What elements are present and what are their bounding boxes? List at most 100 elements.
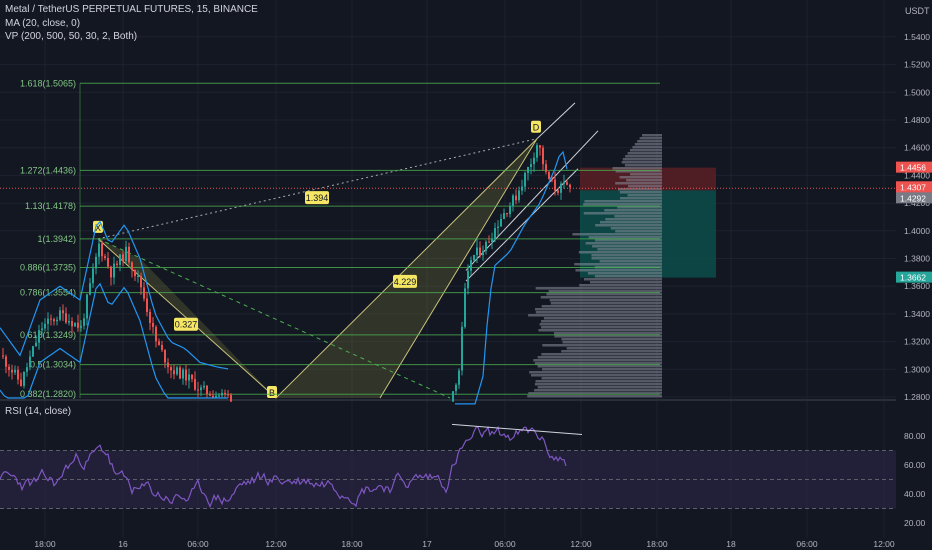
- candle-body: [473, 255, 475, 261]
- candle-body: [95, 256, 97, 269]
- candle-body: [29, 356, 31, 368]
- volume-profile-bar: [561, 338, 662, 341]
- volume-profile-bar: [605, 218, 662, 221]
- candle-body: [452, 391, 454, 402]
- candle-body: [500, 218, 502, 227]
- time-axis-tick: 18:00: [34, 539, 56, 549]
- rsi-indicator-label[interactable]: RSI (14, close): [5, 406, 72, 417]
- volume-profile-bar: [628, 185, 662, 188]
- fib-level-label: 0.382(1.2820): [20, 389, 76, 399]
- fib-level-label: 1(1.3942): [37, 234, 76, 244]
- candle-body: [482, 251, 484, 256]
- volume-profile-bar: [615, 170, 662, 173]
- candle-body: [110, 266, 112, 278]
- time-axis-tick: 06:00: [494, 539, 516, 549]
- time-axis-tick: 12:00: [570, 539, 592, 549]
- candle-body: [26, 367, 28, 372]
- candle-body: [518, 190, 520, 201]
- rsi-axis-tick: 20.00: [904, 518, 926, 528]
- volume-profile-bar: [527, 395, 662, 398]
- candle-body: [119, 254, 121, 265]
- volume-profile-bar: [528, 314, 662, 317]
- volume-profile-bar: [617, 206, 662, 209]
- candle-body: [464, 288, 466, 327]
- volume-profile-bar: [599, 260, 662, 263]
- candle-body: [197, 389, 199, 391]
- candle-body: [554, 179, 556, 191]
- channel-lower: [465, 168, 579, 282]
- pattern-point-badge: [267, 386, 277, 398]
- volume-profile-bar: [542, 344, 662, 347]
- price-axis-tick: 1.3000: [904, 364, 930, 374]
- volume-profile-bar: [542, 368, 662, 371]
- candle-body: [488, 241, 490, 243]
- candle-body: [491, 239, 493, 243]
- candle-body: [455, 384, 457, 392]
- candle-body: [503, 213, 505, 219]
- candle-body: [35, 342, 37, 347]
- volume-profile-bar: [534, 308, 662, 311]
- candle-body: [191, 374, 193, 380]
- volume-profile-bar: [604, 209, 662, 212]
- pattern-point-badge: [531, 120, 541, 133]
- volume-profile-bar: [627, 194, 662, 197]
- ma-line: [455, 150, 568, 405]
- candle-body: [104, 256, 106, 259]
- candle-body: [146, 298, 148, 312]
- time-axis-tick: 12:00: [873, 539, 895, 549]
- fib-level-label: 1.272(1.4436): [20, 165, 76, 175]
- candle-body: [206, 385, 208, 394]
- time-axis-tick: 17: [422, 539, 432, 549]
- symbol-title[interactable]: Metal / TetherUS PERPETUAL FUTURES, 15, …: [5, 4, 258, 15]
- candle-body: [131, 262, 133, 270]
- candle-body: [461, 326, 463, 371]
- price-axis-tick: 1.4600: [904, 143, 930, 153]
- candle-body: [128, 246, 130, 263]
- ma-line: [0, 220, 229, 370]
- rsi-axis-tick: 60.00: [904, 460, 926, 470]
- volume-profile-bar: [537, 356, 662, 359]
- candle-body: [23, 371, 25, 386]
- volume-profile-bar: [589, 281, 662, 284]
- volume-profile-bar: [588, 236, 662, 239]
- volume-profile-bar: [574, 263, 662, 266]
- price-tag-label: 1.3662: [900, 273, 926, 283]
- candle-body: [50, 318, 52, 320]
- price-tag-label: 1.4456: [900, 163, 926, 173]
- volume-profile-bar: [541, 320, 662, 323]
- volume-profile-bar: [535, 287, 662, 290]
- volume-profile-bar: [619, 176, 662, 179]
- volume-profile-bar: [587, 272, 662, 275]
- candle-body: [20, 379, 22, 386]
- price-tag-bg: [896, 161, 932, 173]
- volume-profile-bar: [615, 230, 662, 233]
- candle-body: [5, 356, 7, 367]
- candle-body: [170, 367, 172, 371]
- pattern-point-label: D: [533, 123, 540, 133]
- candle-body: [476, 247, 478, 256]
- vp-indicator-label[interactable]: VP (200, 500, 50, 30, 2, Both): [5, 31, 138, 42]
- rsi-divergence-line: [451, 423, 583, 436]
- volume-profile-bar: [537, 365, 662, 368]
- time-axis-tick: 18: [726, 539, 736, 549]
- ma-indicator-label[interactable]: MA (20, close, 0): [5, 18, 81, 29]
- candle-body: [17, 369, 19, 380]
- price-axis-tick: 1.5000: [904, 87, 930, 97]
- volume-profile-bar: [530, 374, 662, 377]
- candle-body: [521, 186, 523, 191]
- volume-profile-bar: [583, 278, 662, 281]
- candle-body: [38, 330, 40, 343]
- volume-profile-bar: [579, 284, 662, 287]
- volume-profile-bar: [537, 386, 662, 389]
- channel-ext: [536, 102, 576, 140]
- candle-body: [83, 318, 85, 326]
- price-axis-tick: 1.3200: [904, 337, 930, 347]
- price-axis-tick: 1.2800: [904, 392, 930, 402]
- candle-body: [149, 311, 151, 323]
- ratio-badge: [174, 317, 198, 331]
- volume-profile-bar: [575, 269, 662, 272]
- candle-body: [182, 369, 184, 379]
- rsi-axis-tick: 40.00: [904, 489, 926, 499]
